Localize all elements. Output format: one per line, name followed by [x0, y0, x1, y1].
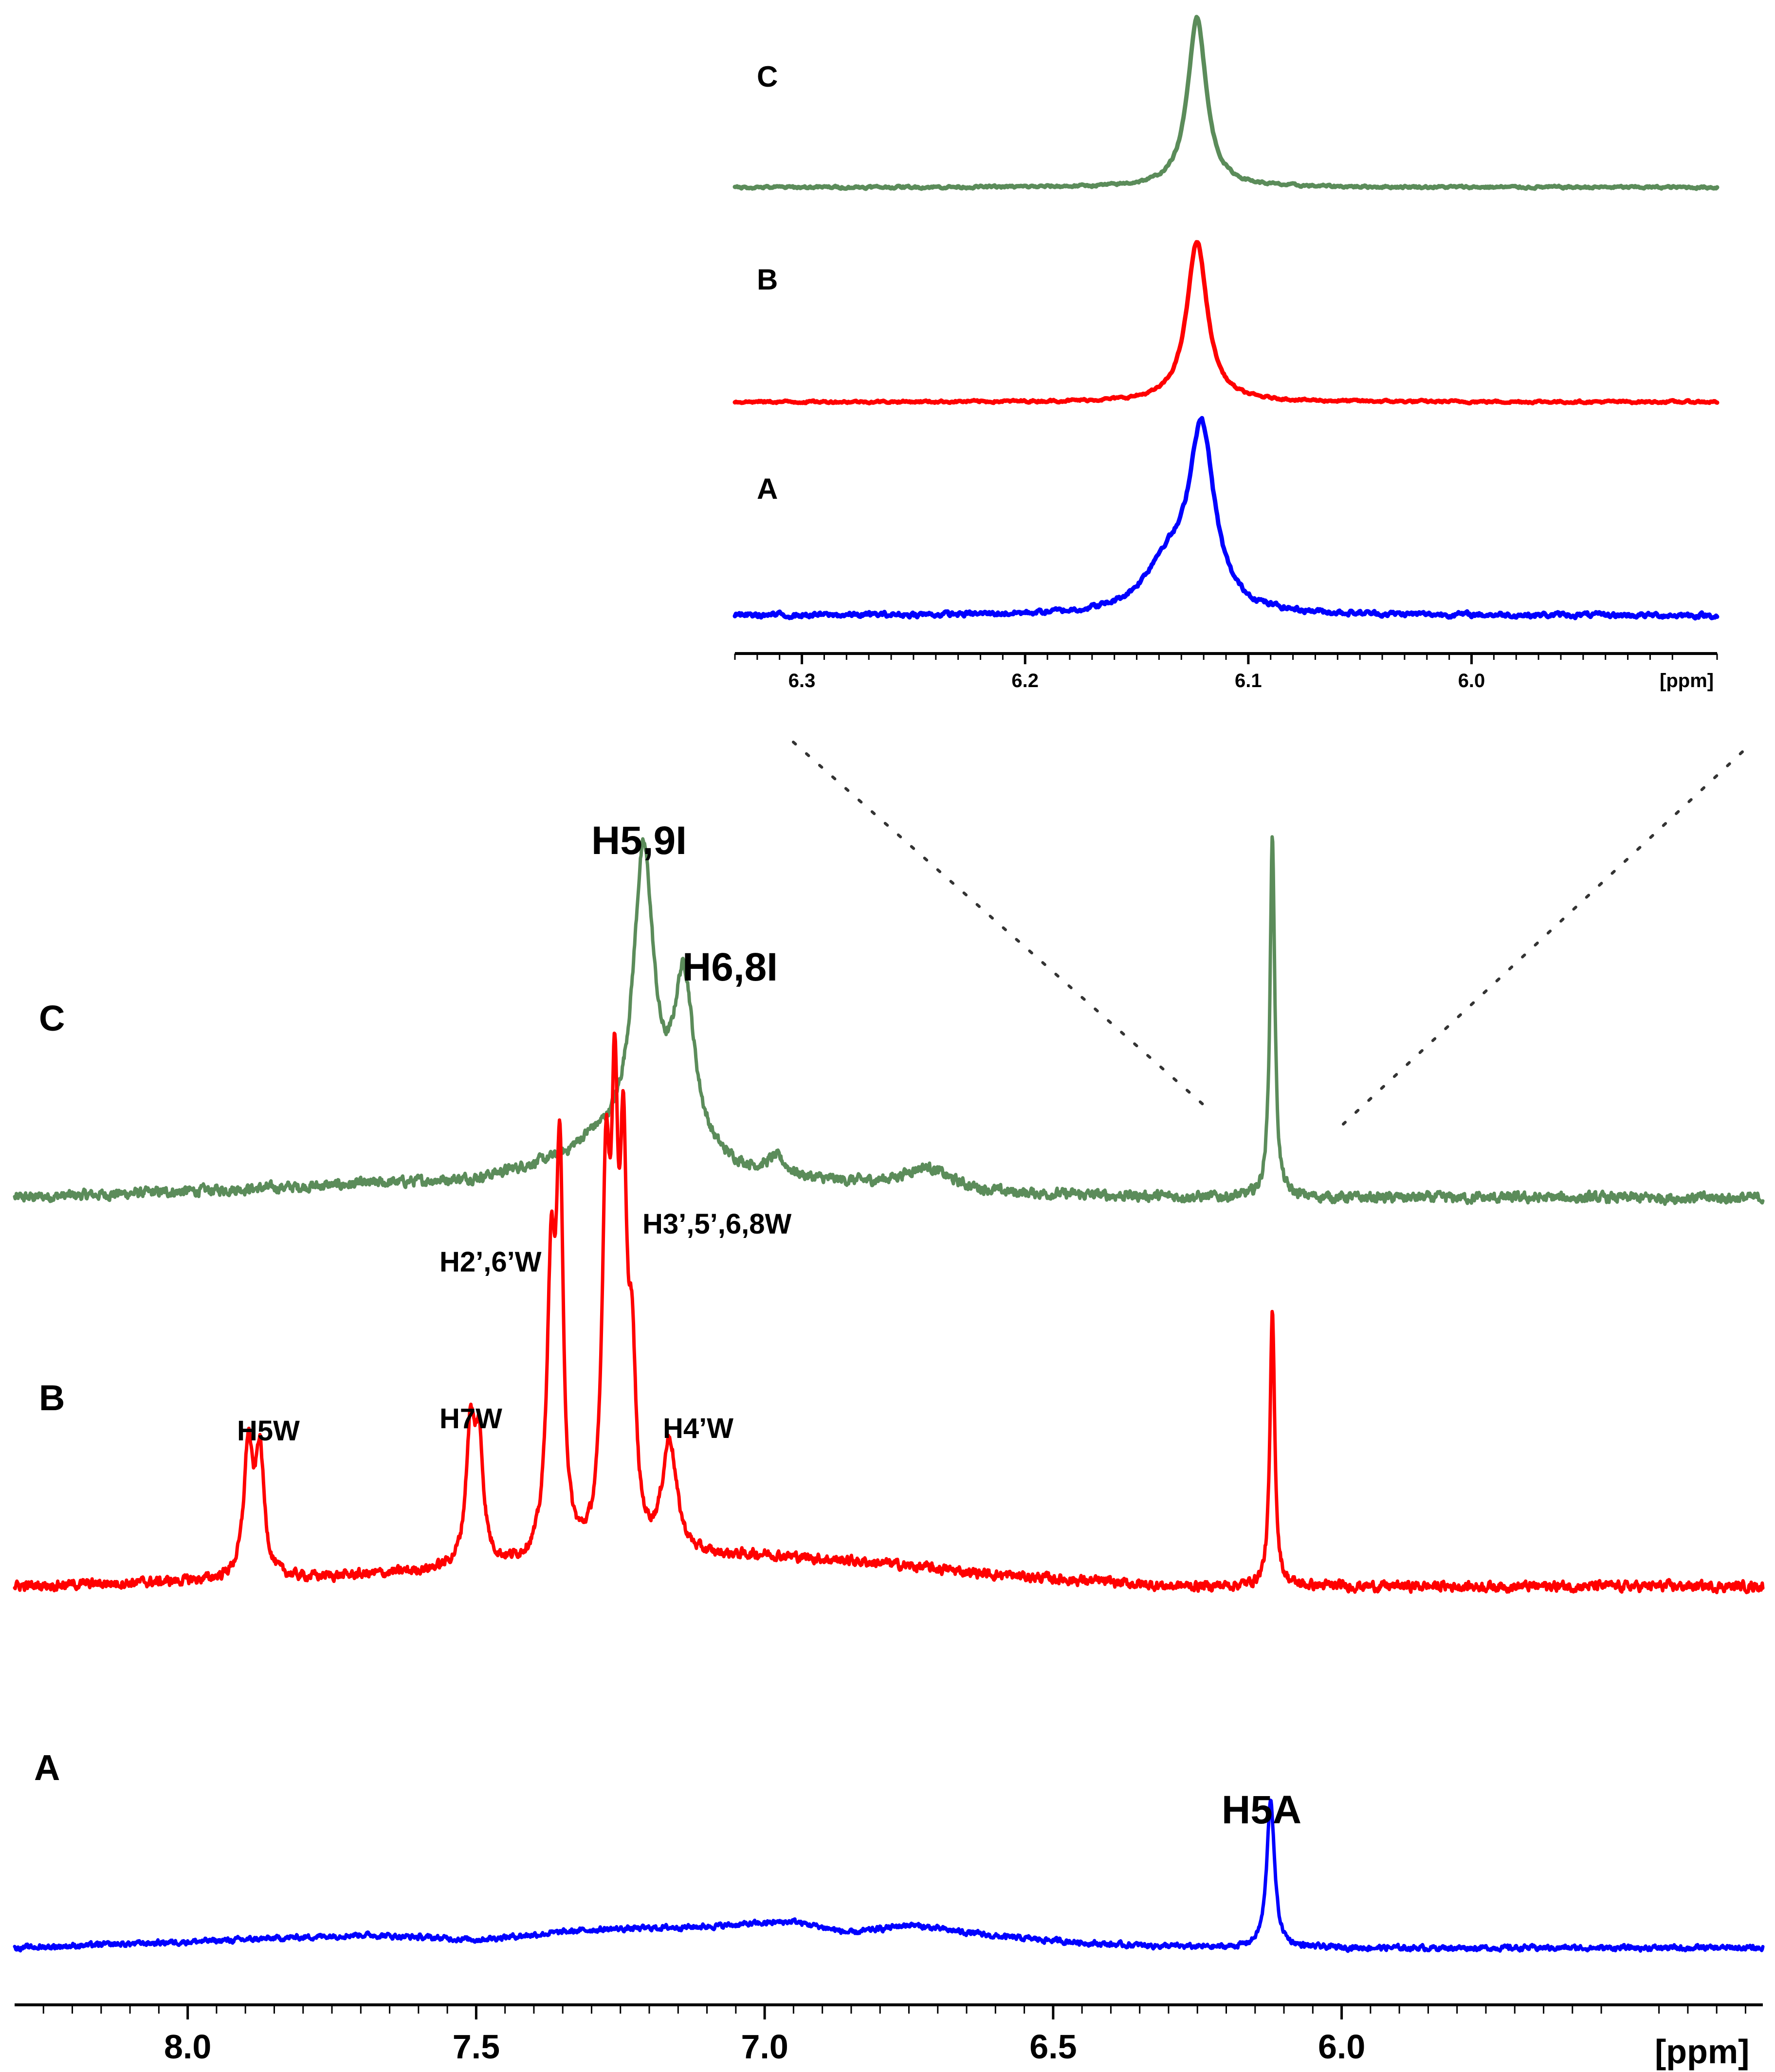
- inset-chart: C B A 6.3 6.2 6.1 6.0 [ppm]: [732, 15, 1720, 691]
- peak-label-h35w: H3’,5’,6,8W: [642, 1208, 791, 1240]
- inset-trace-label-c: C: [757, 60, 778, 93]
- trace-label-a: A: [34, 1747, 60, 1788]
- inset-tick-label: 6.1: [1235, 670, 1262, 691]
- inset-trace-label-a: A: [757, 473, 778, 505]
- peak-label-h26w: H2’,6’W: [439, 1246, 542, 1278]
- main-x-axis-unit: [ppm]: [1655, 2033, 1749, 2071]
- peak-label-h7w: H7W: [439, 1403, 502, 1435]
- peak-label-h68i: H6,8I: [682, 945, 778, 989]
- peak-label-h4w: H4’W: [663, 1413, 733, 1444]
- inset-trace-a: [732, 416, 1720, 621]
- main-trace-labels: C B A: [34, 998, 65, 1788]
- zoom-guide-left: [792, 741, 1208, 1109]
- inset-traces: [732, 15, 1720, 621]
- peak-label-h5w: H5W: [237, 1415, 300, 1447]
- inset-tick-label: 6.2: [1011, 670, 1039, 691]
- main-trace-c: [13, 835, 1765, 1206]
- inset-trace-label-b: B: [757, 263, 778, 296]
- trace-label-c: C: [39, 998, 65, 1038]
- peak-label-h5a: H5A: [1222, 1788, 1301, 1832]
- main-tick-label: 8.0: [164, 2028, 211, 2066]
- main-trace-b: [13, 1031, 1765, 1595]
- main-trace-a: [13, 1799, 1765, 1953]
- main-traces: [13, 835, 1765, 1953]
- inset-tick-label: 6.3: [788, 670, 816, 691]
- main-x-ticks: 8.0 7.5 7.0 6.5 6.0: [42, 2005, 1746, 2066]
- zoom-guide-right: [1342, 750, 1744, 1126]
- inset-x-axis-unit: [ppm]: [1660, 670, 1714, 691]
- inset-trace-labels: C B A: [757, 60, 778, 505]
- peak-annotations: H5,9I H6,8I H5W H7W H2’,6’W H3’,5’,6,8W …: [237, 818, 1301, 1832]
- main-tick-label: 6.0: [1318, 2028, 1365, 2066]
- inset-trace-b: [732, 240, 1720, 406]
- inset-trace-c: [732, 15, 1720, 191]
- main-tick-label: 7.0: [741, 2028, 788, 2066]
- main-tick-label: 6.5: [1029, 2028, 1077, 2066]
- main-chart: C B A H5,9I H6,8I H5W H7W H2’,6’W H3’,5’…: [13, 818, 1765, 2071]
- peak-label-h59i: H5,9I: [591, 818, 687, 863]
- main-tick-label: 7.5: [453, 2028, 500, 2066]
- inset-tick-label: 6.0: [1458, 670, 1485, 691]
- trace-label-b: B: [39, 1378, 65, 1418]
- inset-x-ticks: 6.3 6.2 6.1 6.0: [734, 654, 1718, 691]
